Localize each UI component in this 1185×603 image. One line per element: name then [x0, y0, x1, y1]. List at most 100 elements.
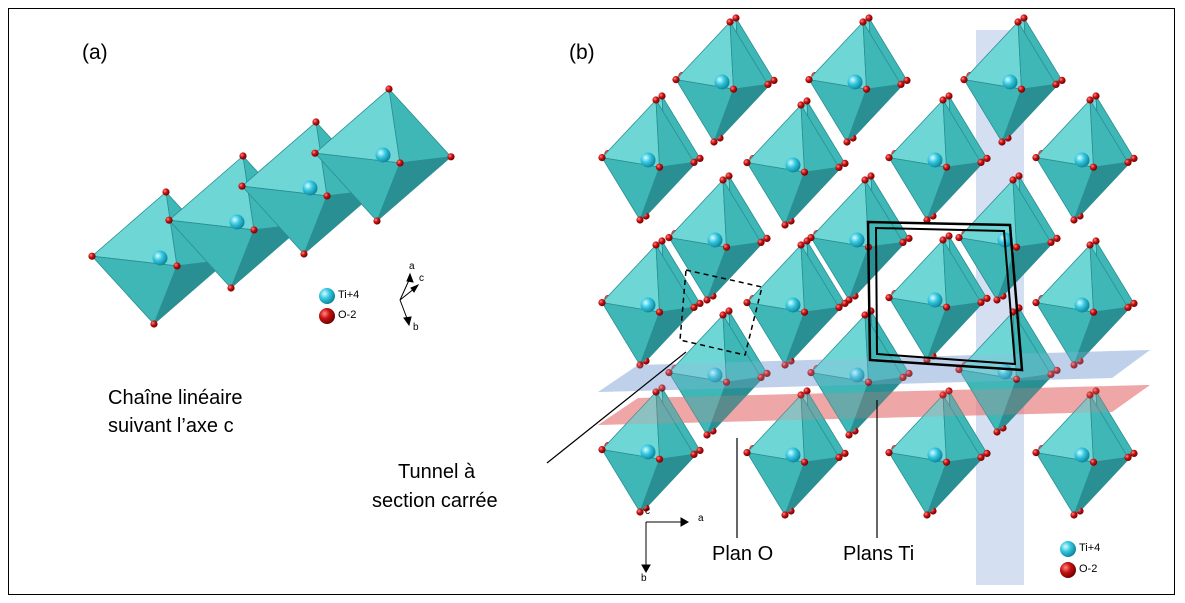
o-atom	[665, 234, 673, 242]
o-atom	[1015, 172, 1023, 180]
o-atom	[885, 449, 893, 457]
ti-atom	[640, 297, 656, 313]
o-atom	[722, 378, 731, 386]
o-atom	[696, 446, 704, 454]
o-atom	[652, 96, 660, 104]
tunnel-leader-line	[546, 351, 687, 464]
o-atom	[1047, 370, 1055, 378]
tunnel-framework-octahedra	[598, 14, 1138, 519]
legend-o-sphere	[319, 308, 335, 324]
legend-b	[1060, 541, 1076, 578]
o-atom	[905, 369, 913, 377]
octahedron-face	[846, 83, 903, 143]
o-atom	[1092, 387, 1100, 395]
o-atom	[800, 458, 809, 466]
o-atom	[725, 307, 733, 315]
legend-a	[319, 288, 335, 324]
o-atom	[865, 14, 873, 22]
octahedron	[672, 18, 772, 146]
o-atom	[977, 453, 985, 461]
o-atom	[658, 237, 666, 245]
o-atom	[312, 118, 320, 126]
octahedron-face	[153, 259, 230, 325]
o-atom	[897, 80, 905, 88]
o-atom	[1020, 14, 1028, 22]
octahedron	[885, 96, 985, 224]
axis-b-label: b	[641, 573, 647, 584]
o-atom	[1032, 449, 1040, 457]
o-atom	[1070, 216, 1078, 224]
o-atom	[955, 234, 963, 242]
chain-caption-line1: Chaîne linéaire	[108, 387, 243, 409]
o-atom	[598, 299, 606, 307]
o-atom	[227, 284, 235, 292]
o-atom	[803, 387, 811, 395]
octahedron-face	[655, 99, 695, 168]
octahedron-face	[639, 453, 696, 513]
o-atom	[1124, 453, 1132, 461]
o-atom	[743, 159, 751, 167]
horizontal-ti-plane-overlay	[598, 350, 1150, 392]
octahedron	[598, 96, 698, 224]
o-atom	[800, 168, 809, 176]
axes-indicator-b	[641, 517, 690, 574]
o-atom	[1089, 458, 1098, 466]
o-atom	[1086, 96, 1094, 104]
o-atom	[1130, 154, 1138, 162]
o-atom	[726, 18, 734, 26]
o-atom	[88, 252, 96, 260]
o-atom	[1047, 238, 1055, 246]
octahedron-face	[1073, 306, 1130, 366]
o-atom	[923, 216, 931, 224]
axis-c-label: c	[645, 506, 650, 517]
vertical-ti-plane	[976, 30, 1024, 585]
o-atom	[722, 243, 731, 251]
o-atom	[672, 76, 680, 84]
o-atom	[899, 373, 907, 381]
o-atom	[636, 361, 644, 369]
o-atom	[636, 508, 644, 516]
octahedron-face	[639, 306, 696, 366]
octahedron	[807, 176, 907, 304]
o-atom	[655, 455, 664, 463]
o-atom	[729, 85, 738, 93]
o-atom	[665, 369, 673, 377]
octahedron	[960, 18, 1060, 146]
o-atom	[250, 226, 258, 234]
o-atom	[173, 262, 181, 270]
o-atom	[238, 182, 246, 190]
legend-b-o-label: O-2	[1079, 563, 1098, 575]
o-atom	[311, 149, 319, 157]
o-atom	[803, 97, 811, 105]
o-atom	[385, 85, 393, 93]
o-atom	[396, 159, 404, 167]
legend-o-sphere	[1060, 562, 1076, 578]
o-atom	[696, 154, 704, 162]
octahedron	[311, 85, 455, 225]
o-atom	[942, 303, 951, 311]
octahedron-face	[784, 306, 841, 366]
octahedron-face	[713, 83, 770, 143]
o-atom	[942, 458, 951, 466]
legend-a-o-label: O-2	[338, 309, 357, 321]
octahedron	[807, 311, 907, 439]
o-atom	[598, 154, 606, 162]
o-atom	[1052, 80, 1060, 88]
o-atom	[300, 250, 308, 258]
octahedron-face	[996, 373, 1053, 433]
octahedron-face	[784, 166, 841, 226]
plans-ti-label: Plans Ti	[843, 543, 915, 565]
ti-atom	[849, 232, 865, 248]
ti-atom	[707, 367, 723, 383]
octahedron-face	[706, 241, 763, 301]
o-atom	[885, 294, 893, 302]
o-atom	[1092, 92, 1100, 100]
o-atom	[150, 320, 158, 328]
legend-ti-sphere	[1060, 541, 1076, 557]
o-atom	[862, 85, 871, 93]
tunnel-label-line2: section carrée	[372, 490, 498, 512]
octahedron-face	[1073, 456, 1130, 516]
chain-caption-line2: suivant l’axe c	[108, 415, 234, 437]
o-atom	[1058, 76, 1066, 84]
o-atom	[1092, 237, 1100, 245]
